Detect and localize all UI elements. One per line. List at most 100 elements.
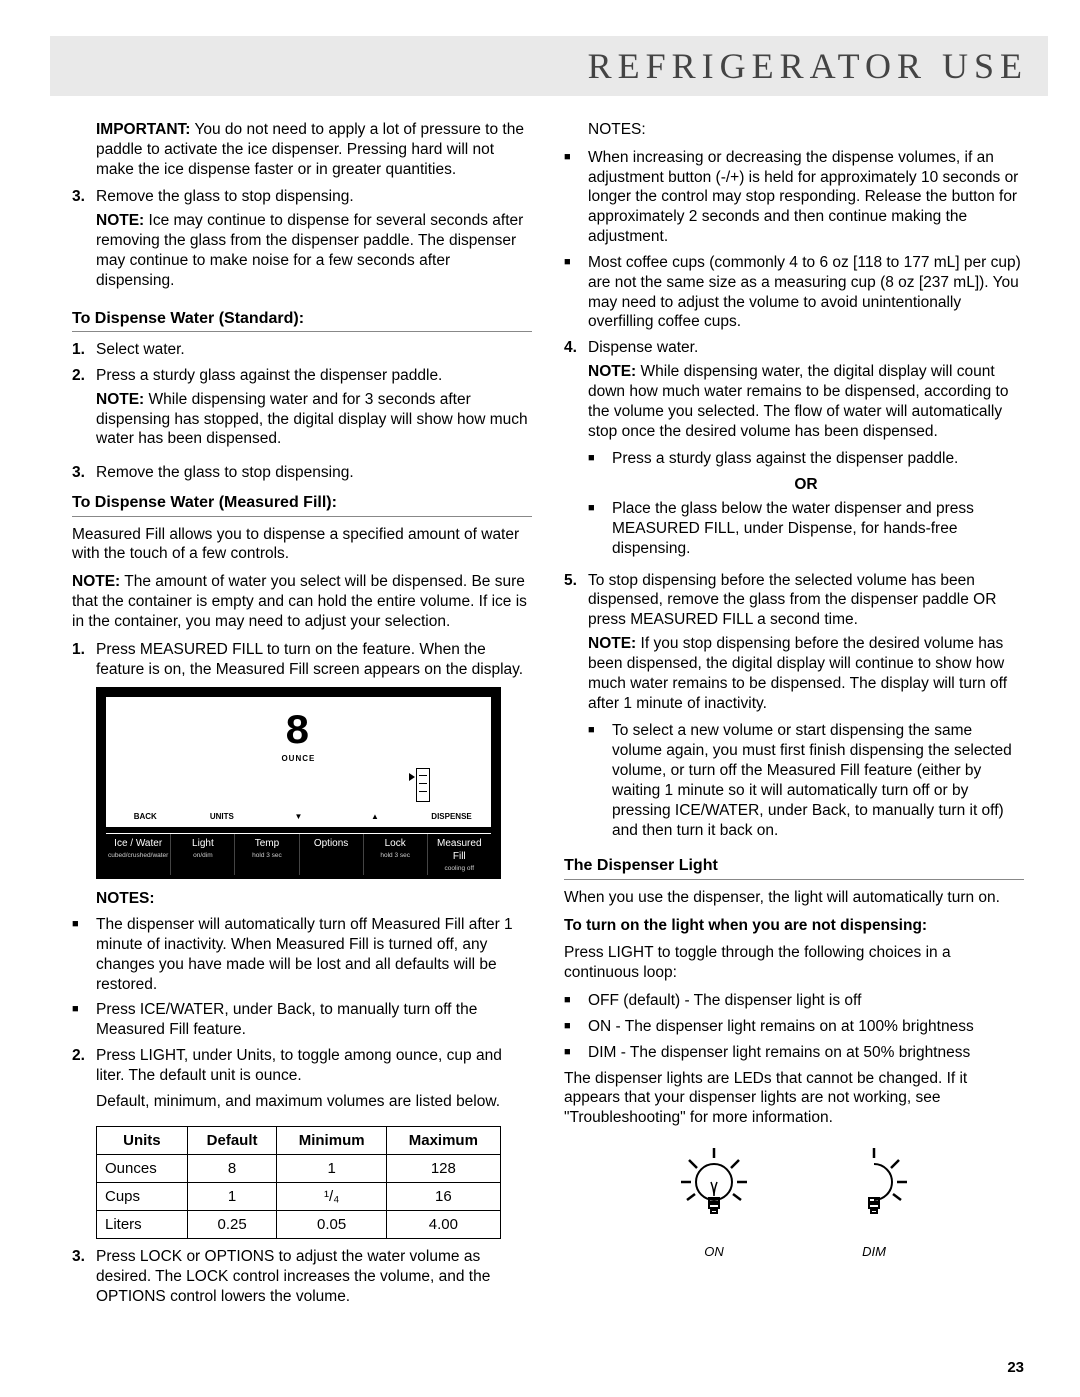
notes-heading: NOTES: (564, 120, 1024, 140)
note-text: While dispensing water and for 3 seconds… (96, 391, 528, 448)
note-label: NOTE: (96, 212, 144, 229)
or-separator: OR (588, 475, 1024, 495)
panel-soft-row: BACK UNITS ▼ ▲ DISPENSE (107, 812, 490, 822)
hard-measured-fill: Measured Fillcooling off (427, 834, 491, 875)
soft-down: ▼ (260, 812, 337, 822)
volume-table: Units Default Minimum Maximum Ounces8112… (96, 1126, 501, 1240)
light-p1: When you use the dispenser, the light wi… (564, 888, 1024, 908)
step-text: Press LOCK or OPTIONS to adjust the wate… (96, 1247, 532, 1306)
note-label: NOTE: (588, 635, 636, 652)
note-text: The amount of water you select will be d… (72, 573, 527, 630)
page-title: REFRIGERATOR USE (588, 43, 1028, 89)
note-item: Most coffee cups (commonly 4 to 6 oz [11… (588, 253, 1024, 332)
bullet-text: Place the glass below the water dispense… (612, 499, 1024, 558)
hard-light: Lighton/dim (170, 834, 234, 875)
th-default: Default (187, 1126, 277, 1154)
note-item: Press ICE/WATER, under Back, to manually… (96, 1000, 532, 1040)
mf-steps-3: 3.Press LOCK or OPTIONS to adjust the wa… (72, 1247, 532, 1306)
panel-digit: 8 (285, 706, 312, 760)
soft-back: BACK (107, 812, 184, 822)
step-text: Remove the glass to stop dispensing. (96, 463, 532, 483)
header-band: REFRIGERATOR USE (50, 36, 1048, 96)
bullet-text: Press a sturdy glass against the dispens… (612, 449, 1024, 469)
soft-dispense: DISPENSE (413, 812, 490, 822)
soft-units: UNITS (184, 812, 261, 822)
step-num: 2. (72, 366, 96, 457)
left-column: IMPORTANT: You do not need to apply a lo… (72, 120, 532, 1347)
note-label: NOTE: (96, 391, 144, 408)
right-column: NOTES: When increasing or decreasing the… (564, 120, 1024, 1347)
light-p3: The dispenser lights are LEDs that canno… (564, 1069, 1024, 1128)
panel-screen: 8 OUNCE BACK UNITS ▼ ▲ DISPENSE (106, 697, 491, 827)
th-max: Maximum (386, 1126, 500, 1154)
step-text: Press LIGHT, under Units, to toggle amon… (96, 1047, 502, 1084)
light-off: OFF (default) - The dispenser light is o… (588, 991, 1024, 1011)
table-row: Ounces81128 (97, 1154, 501, 1182)
bulb-dim-label: DIM (829, 1244, 919, 1261)
panel-unit-label: OUNCE (281, 754, 315, 764)
bulb-on-icon (669, 1142, 759, 1232)
right-steps: 4. Dispense water. NOTE: While dispensin… (564, 338, 1024, 846)
note-text: Ice may continue to dispense for several… (96, 212, 523, 288)
soft-up: ▲ (337, 812, 414, 822)
section-measured-fill: To Dispense Water (Measured Fill): (72, 493, 532, 516)
step-num: 2. (72, 1046, 96, 1119)
hard-ice-water: Ice / Watercubed/crushed/water (106, 834, 170, 875)
light-options: OFF (default) - The dispenser light is o… (564, 991, 1024, 1062)
section-dispenser-light: The Dispenser Light (564, 856, 1024, 879)
mf2-sub: Default, minimum, and maximum volumes ar… (96, 1092, 532, 1112)
right-notes-list: When increasing or decreasing the dispen… (564, 148, 1024, 332)
light-bold-line: To turn on the light when you are not di… (564, 916, 1024, 936)
note-item: When increasing or decreasing the dispen… (588, 148, 1024, 247)
step-num: 1. (72, 640, 96, 680)
bulb-on-label: ON (669, 1244, 759, 1261)
bullet-text: To select a new volume or start dispensi… (612, 721, 1024, 840)
bulb-illustrations: ON DIM (564, 1142, 1024, 1260)
bulb-on-wrap: ON (669, 1142, 759, 1260)
page-number: 23 (1007, 1358, 1024, 1377)
th-min: Minimum (277, 1126, 386, 1154)
light-p2: Press LIGHT to toggle through the follow… (564, 943, 1024, 983)
note-item: The dispenser will automatically turn of… (96, 915, 532, 994)
important-note: IMPORTANT: You do not need to apply a lo… (72, 120, 532, 179)
step-num: 3. (72, 187, 96, 298)
light-on: ON - The dispenser light remains on at 1… (588, 1017, 1024, 1037)
mf-intro: Measured Fill allows you to dispense a s… (72, 525, 532, 565)
mf-steps-2: 2. Press LIGHT, under Units, to toggle a… (72, 1046, 532, 1119)
important-label: IMPORTANT: (96, 121, 190, 138)
panel-gauge (416, 768, 430, 802)
s4-bullets-2: Place the glass below the water dispense… (588, 499, 1024, 558)
note-text: While dispensing water, the digital disp… (588, 363, 1008, 439)
s4-bullets: Press a sturdy glass against the dispens… (588, 449, 1024, 469)
section-dispense-standard: To Dispense Water (Standard): (72, 309, 532, 332)
ice-steps-cont: 3. Remove the glass to stop dispensing. … (72, 187, 532, 298)
hard-lock: Lockhold 3 sec (363, 834, 427, 875)
s5-note: NOTE: If you stop dispensing before the … (588, 634, 1024, 713)
table-row: Liters0.250.054.00 (97, 1211, 501, 1239)
step-text: Remove the glass to stop dispensing. (96, 188, 354, 205)
s5-bullets: To select a new volume or start dispensi… (588, 721, 1024, 840)
s4-note: NOTE: While dispensing water, the digita… (588, 362, 1024, 441)
step-num: 1. (72, 340, 96, 360)
ice-note: NOTE: Ice may continue to dispense for s… (96, 211, 532, 290)
standard-steps: 1.Select water. 2. Press a sturdy glass … (72, 340, 532, 483)
light-dim: DIM - The dispenser light remains on at … (588, 1043, 1024, 1063)
note-label: NOTE: (72, 573, 120, 590)
hard-temp: Temphold 3 sec (234, 834, 298, 875)
step-text: Select water. (96, 340, 532, 360)
step-num: 5. (564, 571, 588, 847)
bulb-dim-wrap: DIM (829, 1142, 919, 1260)
table-row: Cups1¹/₄16 (97, 1182, 501, 1210)
step-text: Dispense water. (588, 339, 698, 356)
step-text: To stop dispensing before the selected v… (588, 572, 996, 629)
step-num: 3. (72, 1247, 96, 1306)
bulb-dim-icon (829, 1142, 919, 1232)
display-panel: 8 OUNCE BACK UNITS ▼ ▲ DISPENSE Ice / Wa… (96, 687, 501, 879)
step-num: 3. (72, 463, 96, 483)
note-label: NOTE: (588, 363, 636, 380)
note-text: If you stop dispensing before the desire… (588, 635, 1007, 711)
step-text: Press a sturdy glass against the dispens… (96, 367, 442, 384)
hard-options: Options (299, 834, 363, 875)
step-num: 4. (564, 338, 588, 564)
page-body: IMPORTANT: You do not need to apply a lo… (72, 120, 1024, 1347)
